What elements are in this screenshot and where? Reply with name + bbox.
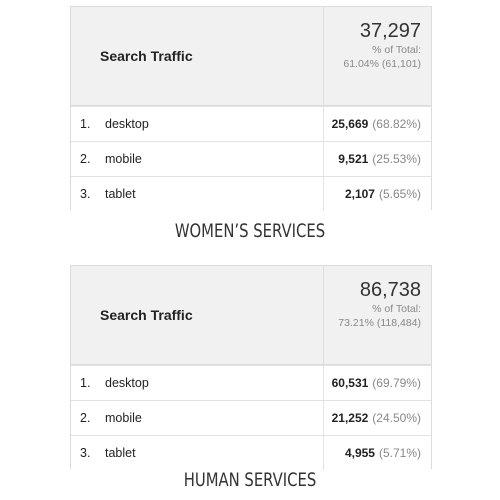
traffic-table-womens-services: Search Traffic 37,297 % of Total: 61.04%… bbox=[70, 6, 432, 211]
row-count: 2,107 bbox=[344, 187, 375, 201]
total-summary: 37,297 % of Total: 61.04% (61,101) bbox=[321, 19, 421, 71]
row-label-desktop[interactable]: desktop bbox=[105, 117, 149, 131]
row-value: 2,107 (5.65%) bbox=[345, 187, 421, 201]
row-percent: (25.53%) bbox=[372, 152, 421, 166]
column-header-search-traffic[interactable]: Search Traffic bbox=[100, 307, 193, 323]
row-value: 9,521 (25.53%) bbox=[338, 152, 421, 166]
row-index: 3. bbox=[80, 187, 91, 201]
row-percent: (5.71%) bbox=[378, 446, 421, 460]
row-value: 4,955 (5.71%) bbox=[345, 446, 421, 460]
total-percent-value: 73.21% (118,484) bbox=[338, 317, 421, 329]
row-label-tablet[interactable]: tablet bbox=[105, 446, 136, 460]
row-percent: (68.82%) bbox=[372, 117, 421, 131]
row-value: 21,252 (24.50%) bbox=[332, 411, 421, 425]
total-percent-label: % of Total: bbox=[372, 303, 421, 315]
table-header: Search Traffic 37,297 % of Total: 61.04%… bbox=[71, 7, 431, 106]
column-header-search-traffic[interactable]: Search Traffic bbox=[100, 48, 193, 64]
row-percent: (24.50%) bbox=[372, 411, 421, 425]
table-row[interactable]: 2. mobile 21,252 (24.50%) bbox=[71, 400, 431, 435]
table-row[interactable]: 2. mobile 9,521 (25.53%) bbox=[71, 141, 431, 176]
row-value: 60,531 (69.79%) bbox=[332, 376, 421, 390]
total-value: 37,297 bbox=[359, 20, 421, 42]
row-count: 9,521 bbox=[338, 152, 369, 166]
row-count: 4,955 bbox=[344, 446, 375, 460]
table-row[interactable]: 1. desktop 25,669 (68.82%) bbox=[71, 106, 431, 141]
row-percent: (69.79%) bbox=[372, 376, 421, 390]
row-percent: (5.65%) bbox=[378, 187, 421, 201]
row-value: 25,669 (68.82%) bbox=[332, 117, 421, 131]
row-count: 25,669 bbox=[331, 117, 369, 131]
column-divider bbox=[323, 7, 324, 105]
row-index: 1. bbox=[80, 376, 91, 390]
section-caption-human-services: HUMAN SERVICES bbox=[183, 469, 317, 491]
total-percent-value: 61.04% (61,101) bbox=[343, 58, 421, 70]
column-divider bbox=[323, 266, 324, 364]
row-index: 2. bbox=[80, 152, 91, 166]
column-divider bbox=[323, 436, 324, 470]
section-caption-womens-services: WOMEN’S SERVICES bbox=[174, 220, 326, 242]
row-count: 60,531 bbox=[331, 376, 369, 390]
row-index: 1. bbox=[80, 117, 91, 131]
column-divider bbox=[323, 177, 324, 211]
row-index: 2. bbox=[80, 411, 91, 425]
column-divider bbox=[323, 401, 324, 435]
row-count: 21,252 bbox=[331, 411, 369, 425]
row-label-tablet[interactable]: tablet bbox=[105, 187, 136, 201]
total-percent-label: % of Total: bbox=[372, 44, 421, 56]
table-header: Search Traffic 86,738 % of Total: 73.21%… bbox=[71, 266, 431, 365]
total-summary: 86,738 % of Total: 73.21% (118,484) bbox=[321, 278, 421, 330]
row-index: 3. bbox=[80, 446, 91, 460]
table-row[interactable]: 1. desktop 60,531 (69.79%) bbox=[71, 365, 431, 400]
table-row[interactable]: 3. tablet 2,107 (5.65%) bbox=[71, 176, 431, 211]
table-row[interactable]: 3. tablet 4,955 (5.71%) bbox=[71, 435, 431, 470]
row-label-desktop[interactable]: desktop bbox=[105, 376, 149, 390]
column-divider bbox=[323, 366, 324, 400]
traffic-table-human-services: Search Traffic 86,738 % of Total: 73.21%… bbox=[70, 265, 432, 470]
column-divider bbox=[323, 107, 324, 141]
row-label-mobile[interactable]: mobile bbox=[105, 152, 142, 166]
column-divider bbox=[323, 142, 324, 176]
row-label-mobile[interactable]: mobile bbox=[105, 411, 142, 425]
total-value: 86,738 bbox=[359, 279, 421, 301]
